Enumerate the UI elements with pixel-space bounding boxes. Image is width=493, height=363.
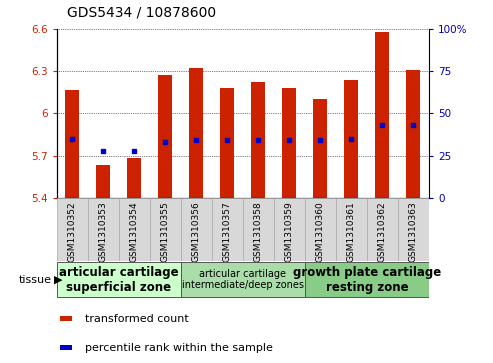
Bar [61,316,72,321]
Bar [212,198,243,261]
Text: articular cartilage
intermediate/deep zones: articular cartilage intermediate/deep zo… [182,269,304,290]
Text: GSM1310356: GSM1310356 [192,201,201,262]
Bar [243,198,274,261]
Bar [398,198,429,261]
Text: GSM1310361: GSM1310361 [347,201,356,262]
Text: growth plate cartilage
resting zone: growth plate cartilage resting zone [293,265,441,294]
Bar [61,345,72,350]
Text: GSM1310363: GSM1310363 [409,201,418,262]
Text: GSM1310362: GSM1310362 [378,201,387,262]
Text: GSM1310359: GSM1310359 [285,201,294,262]
Bar [181,198,212,261]
Bar [406,70,421,198]
Text: GSM1310357: GSM1310357 [223,201,232,262]
Bar [305,198,336,261]
Text: GSM1310354: GSM1310354 [130,201,139,262]
Bar [282,88,296,198]
Bar [251,82,265,198]
Bar [127,159,141,198]
Bar [150,198,181,261]
Bar [57,198,88,261]
Bar [220,88,234,198]
Bar [274,198,305,261]
Bar [96,166,110,198]
FancyBboxPatch shape [181,262,305,297]
Text: GSM1310352: GSM1310352 [68,201,77,262]
Text: GSM1310355: GSM1310355 [161,201,170,262]
Bar [189,68,203,198]
FancyBboxPatch shape [57,262,181,297]
Text: articular cartilage
superficial zone: articular cartilage superficial zone [59,265,178,294]
Text: tissue: tissue [19,274,52,285]
Bar [345,79,358,198]
Text: transformed count: transformed count [85,314,188,324]
Bar [88,198,119,261]
Text: GDS5434 / 10878600: GDS5434 / 10878600 [67,6,215,20]
Bar [119,198,150,261]
Text: ▶: ▶ [54,274,63,285]
Bar [375,32,389,198]
Text: GSM1310360: GSM1310360 [316,201,325,262]
Text: GSM1310358: GSM1310358 [254,201,263,262]
Bar [314,99,327,198]
Text: GSM1310353: GSM1310353 [99,201,108,262]
Bar [65,90,79,198]
FancyBboxPatch shape [305,262,429,297]
Bar [158,76,172,198]
Bar [367,198,398,261]
Bar [336,198,367,261]
Text: percentile rank within the sample: percentile rank within the sample [85,343,273,353]
